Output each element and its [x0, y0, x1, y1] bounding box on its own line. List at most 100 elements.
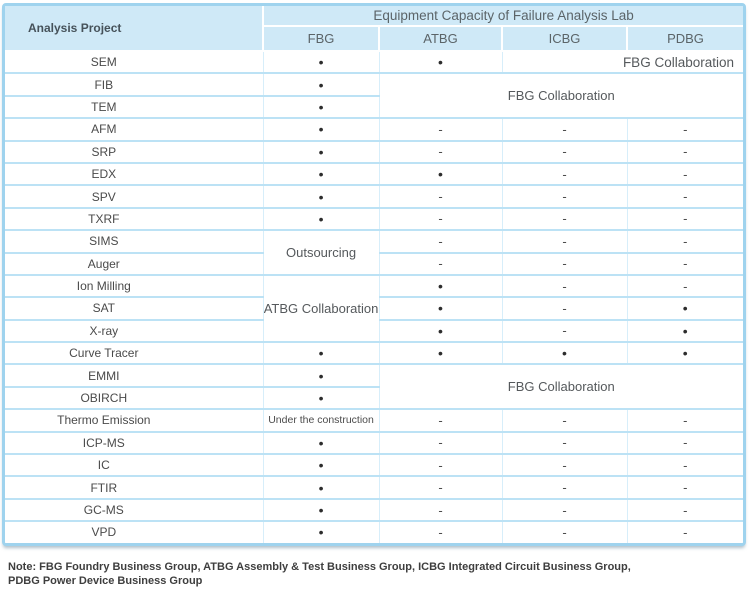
row-label: GC-MS [5, 497, 264, 522]
cell-icbg: - [501, 251, 627, 275]
cell-atbg: - [378, 117, 502, 141]
cell-fbg: • [262, 453, 380, 477]
cell-icbg: - [501, 430, 627, 455]
table-row-obirch: OBIRCH • [5, 385, 743, 410]
row-label: VPD [5, 520, 264, 543]
cell-icbg: - [501, 229, 627, 253]
row-label: SRP [5, 139, 264, 163]
cell-atbg: - [378, 184, 502, 208]
cell-icbg: - [501, 453, 627, 477]
row-label: ICP-MS [5, 430, 264, 455]
table-row-ftir: FTIR • - - - [5, 475, 743, 499]
row-label: SEM [5, 49, 264, 74]
row-label: SIMS [5, 229, 264, 253]
cell-pdbg: - [626, 497, 743, 522]
cell-pdbg: - [626, 520, 743, 543]
analysis-table: Analysis Project Equipment Capacity of F… [5, 6, 743, 543]
cell-pdbg: - [626, 139, 743, 163]
cell-pdbg: - [626, 251, 743, 275]
cell-atbg: - [378, 475, 502, 499]
cell-atbg: - [378, 408, 502, 432]
cell-pdbg: - [626, 273, 743, 298]
table-row-srp: SRP • - - - [5, 139, 743, 163]
table-row-tem: TEM • [5, 94, 743, 119]
cell-icbg: - [501, 139, 627, 163]
cell-atbg: - [378, 430, 502, 455]
table-row-vpd: VPD • - - - [5, 520, 743, 543]
cell-fbg: • [262, 497, 380, 522]
cell-pdbg: - [626, 206, 743, 231]
row-label: Auger [5, 251, 264, 275]
table-row-afm: AFM • - - - [5, 117, 743, 141]
row-label: FIB [5, 72, 264, 96]
cell-pdbg: - [626, 475, 743, 499]
cell-icbg-pdbg-merged: FBG Collaboration [501, 49, 743, 74]
cell-fbg: • [262, 475, 380, 499]
footnote: Note: FBG Foundry Business Group, ATBG A… [8, 560, 748, 588]
cell-atbg: • [378, 273, 502, 298]
cell-collab-merged: FBG Collaboration [378, 363, 743, 410]
cell-icbg: • [501, 341, 627, 365]
row-label: EDX [5, 161, 264, 186]
cell-icbg: - [501, 497, 627, 522]
footnote-line-2: PDBG Power Device Business Group [8, 575, 203, 587]
cell-atbg: • [378, 341, 502, 365]
equipment-capacity-table: Analysis Project Equipment Capacity of F… [2, 3, 746, 546]
table-body: SEM • • FBG Collaboration FIB • FBG Coll… [5, 49, 743, 543]
cell-atbg: - [378, 206, 502, 231]
cell-atbg: • [378, 49, 502, 74]
row-label: EMMI [5, 363, 264, 387]
header-col-fbg: FBG [263, 26, 380, 52]
cell-icbg: - [501, 206, 627, 231]
header-col-icbg: ICBG [501, 26, 627, 52]
table-row-gc-ms: GC-MS • - - - [5, 497, 743, 522]
cell-icbg: - [501, 475, 627, 499]
cell-fbg: • [262, 184, 380, 208]
row-label: IC [5, 453, 264, 477]
row-label: OBIRCH [5, 385, 264, 410]
header-col-pdbg: PDBG [626, 26, 743, 52]
table-header: Analysis Project Equipment Capacity of F… [5, 6, 743, 52]
cell-fbg: • [262, 72, 380, 96]
cell-icbg: - [501, 408, 627, 432]
cell-atbg: - [378, 497, 502, 522]
cell-fbg: • [262, 206, 380, 231]
cell-pdbg: - [626, 184, 743, 208]
row-label: SPV [5, 184, 264, 208]
table-row-icp-ms: ICP-MS • - - - [5, 430, 743, 455]
cell-atbg: • [378, 296, 502, 320]
cell-pdbg: - [626, 117, 743, 141]
cell-fbg: • [262, 385, 380, 410]
cell-fbg: • [262, 341, 380, 365]
row-label: Ion Milling [5, 273, 264, 298]
cell-fbg: • [262, 117, 380, 141]
cell-fbg: • [262, 430, 380, 455]
cell-fbg: • [262, 363, 380, 387]
table-row-ic: IC • - - - [5, 453, 743, 477]
row-label: AFM [5, 117, 264, 141]
header-analysis-project: Analysis Project [5, 6, 265, 51]
cell-pdbg: • [626, 318, 743, 343]
cell-icbg: - [501, 318, 627, 343]
row-label: Curve Tracer [5, 341, 264, 365]
table-row-auger: Auger - - - [5, 251, 743, 275]
cell-icbg: - [501, 117, 627, 141]
cell-pdbg: - [626, 453, 743, 477]
cell-atbg: - [378, 139, 502, 163]
cell-atbg: - [378, 453, 502, 477]
table-row-sims: SIMS Outsourcing - - - [5, 229, 743, 275]
table-row-sem: SEM • • FBG Collaboration [5, 49, 743, 74]
cell-fbg-atbg-collab-merged: ATBG Collaboration [262, 273, 380, 343]
cell-atbg: - [378, 229, 502, 253]
table-row-spv: SPV • - - - [5, 184, 743, 208]
footnote-line-1: Note: FBG Foundry Business Group, ATBG A… [8, 561, 631, 573]
row-label: SAT [5, 296, 264, 320]
row-label: FTIR [5, 475, 264, 499]
cell-pdbg: - [626, 229, 743, 253]
table-row-txrf: TXRF • - - - [5, 206, 743, 231]
table-row-ion-milling: Ion Milling ATBG Collaboration • - - [5, 273, 743, 343]
cell-atbg: • [378, 161, 502, 186]
header-col-atbg: ATBG [378, 26, 502, 52]
cell-collab-merged: FBG Collaboration [378, 72, 743, 119]
table-row-curve-tracer: Curve Tracer • • • • [5, 341, 743, 365]
